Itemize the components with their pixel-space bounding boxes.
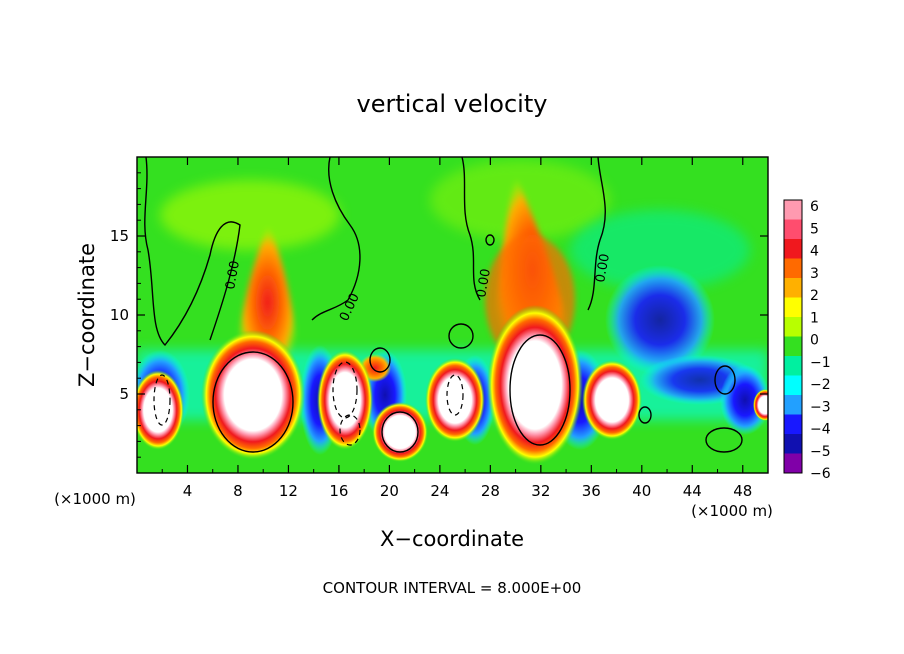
x-tick-label: 4 <box>183 482 193 500</box>
colorbar-swatch <box>784 258 802 279</box>
colorbar-swatch <box>784 297 802 318</box>
colorbar: 6 5 4 3 2 1 0 −1 −2 −3 −4 −5 −6 <box>783 199 831 482</box>
x-unit-label-left: (×1000 m) <box>54 490 136 508</box>
y-tick-label: 15 <box>110 227 129 245</box>
x-tick-label: 16 <box>329 482 348 500</box>
colorbar-swatch <box>784 336 802 357</box>
colorbar-frame <box>783 199 803 474</box>
colorbar-tick-label: 1 <box>810 310 819 326</box>
colorbar-tick-label: −2 <box>810 377 831 393</box>
colorbar-tick-label: 0 <box>810 333 819 349</box>
x-tick-label: 24 <box>430 482 449 500</box>
x-tick-label: 20 <box>380 482 399 500</box>
colorbar-tick-label: 5 <box>810 221 819 237</box>
colorbar-tick-label: 6 <box>810 199 819 215</box>
colorbar-tick-label: −3 <box>810 399 831 415</box>
colorbar-swatch <box>784 278 802 298</box>
x-tick-label: 32 <box>531 482 550 500</box>
contour-interval-note: CONTOUR INTERVAL = 8.000E+00 <box>323 579 582 597</box>
y-axis: 5 10 15 <box>110 172 768 458</box>
colorbar-tick-label: −4 <box>810 422 831 438</box>
x-tick-label: 36 <box>582 482 601 500</box>
colorbar-swatch <box>784 414 802 435</box>
colorbar-swatch <box>784 239 802 259</box>
contour-label-1: 0.00 <box>223 260 243 291</box>
colorbar-swatch <box>784 453 802 474</box>
colorbar-swatch <box>784 200 802 220</box>
colorbar-swatch <box>784 375 802 396</box>
contour-label-3: 0.00 <box>474 268 494 299</box>
y-tick-label: 10 <box>110 306 129 324</box>
colorbar-tick-label: −6 <box>810 466 831 482</box>
colorbar-swatch <box>784 356 802 376</box>
x-tick-label: 44 <box>683 482 702 500</box>
heatmap-field <box>137 157 768 473</box>
colorbar-swatch <box>784 395 802 415</box>
x-unit-label-right: (×1000 m) <box>691 502 773 520</box>
colorbar-tick-label: −5 <box>810 444 831 460</box>
colorbar-swatch <box>784 317 802 337</box>
colorbar-swatch <box>784 219 802 240</box>
x-tick-label: 28 <box>481 482 500 500</box>
colorbar-tick-label: 3 <box>810 266 819 282</box>
x-axis: 4 8 12 16 20 24 28 32 36 40 44 48 <box>161 157 752 500</box>
contour-label-4: 0.00 <box>593 253 613 284</box>
colorbar-tick-label: −1 <box>810 355 831 371</box>
x-axis-label: X−coordinate <box>380 527 524 551</box>
y-axis-label: Z−coordinate <box>75 243 99 387</box>
colorbar-tick-label: 2 <box>810 288 819 304</box>
x-tick-label: 8 <box>233 482 243 500</box>
x-tick-label: 48 <box>733 482 752 500</box>
colorbar-tick-label: 4 <box>810 244 819 260</box>
x-tick-label: 40 <box>632 482 651 500</box>
x-tick-label: 12 <box>279 482 298 500</box>
colorbar-swatch <box>784 434 802 454</box>
chart-title: vertical velocity <box>357 90 548 118</box>
y-tick-label: 5 <box>119 385 129 403</box>
